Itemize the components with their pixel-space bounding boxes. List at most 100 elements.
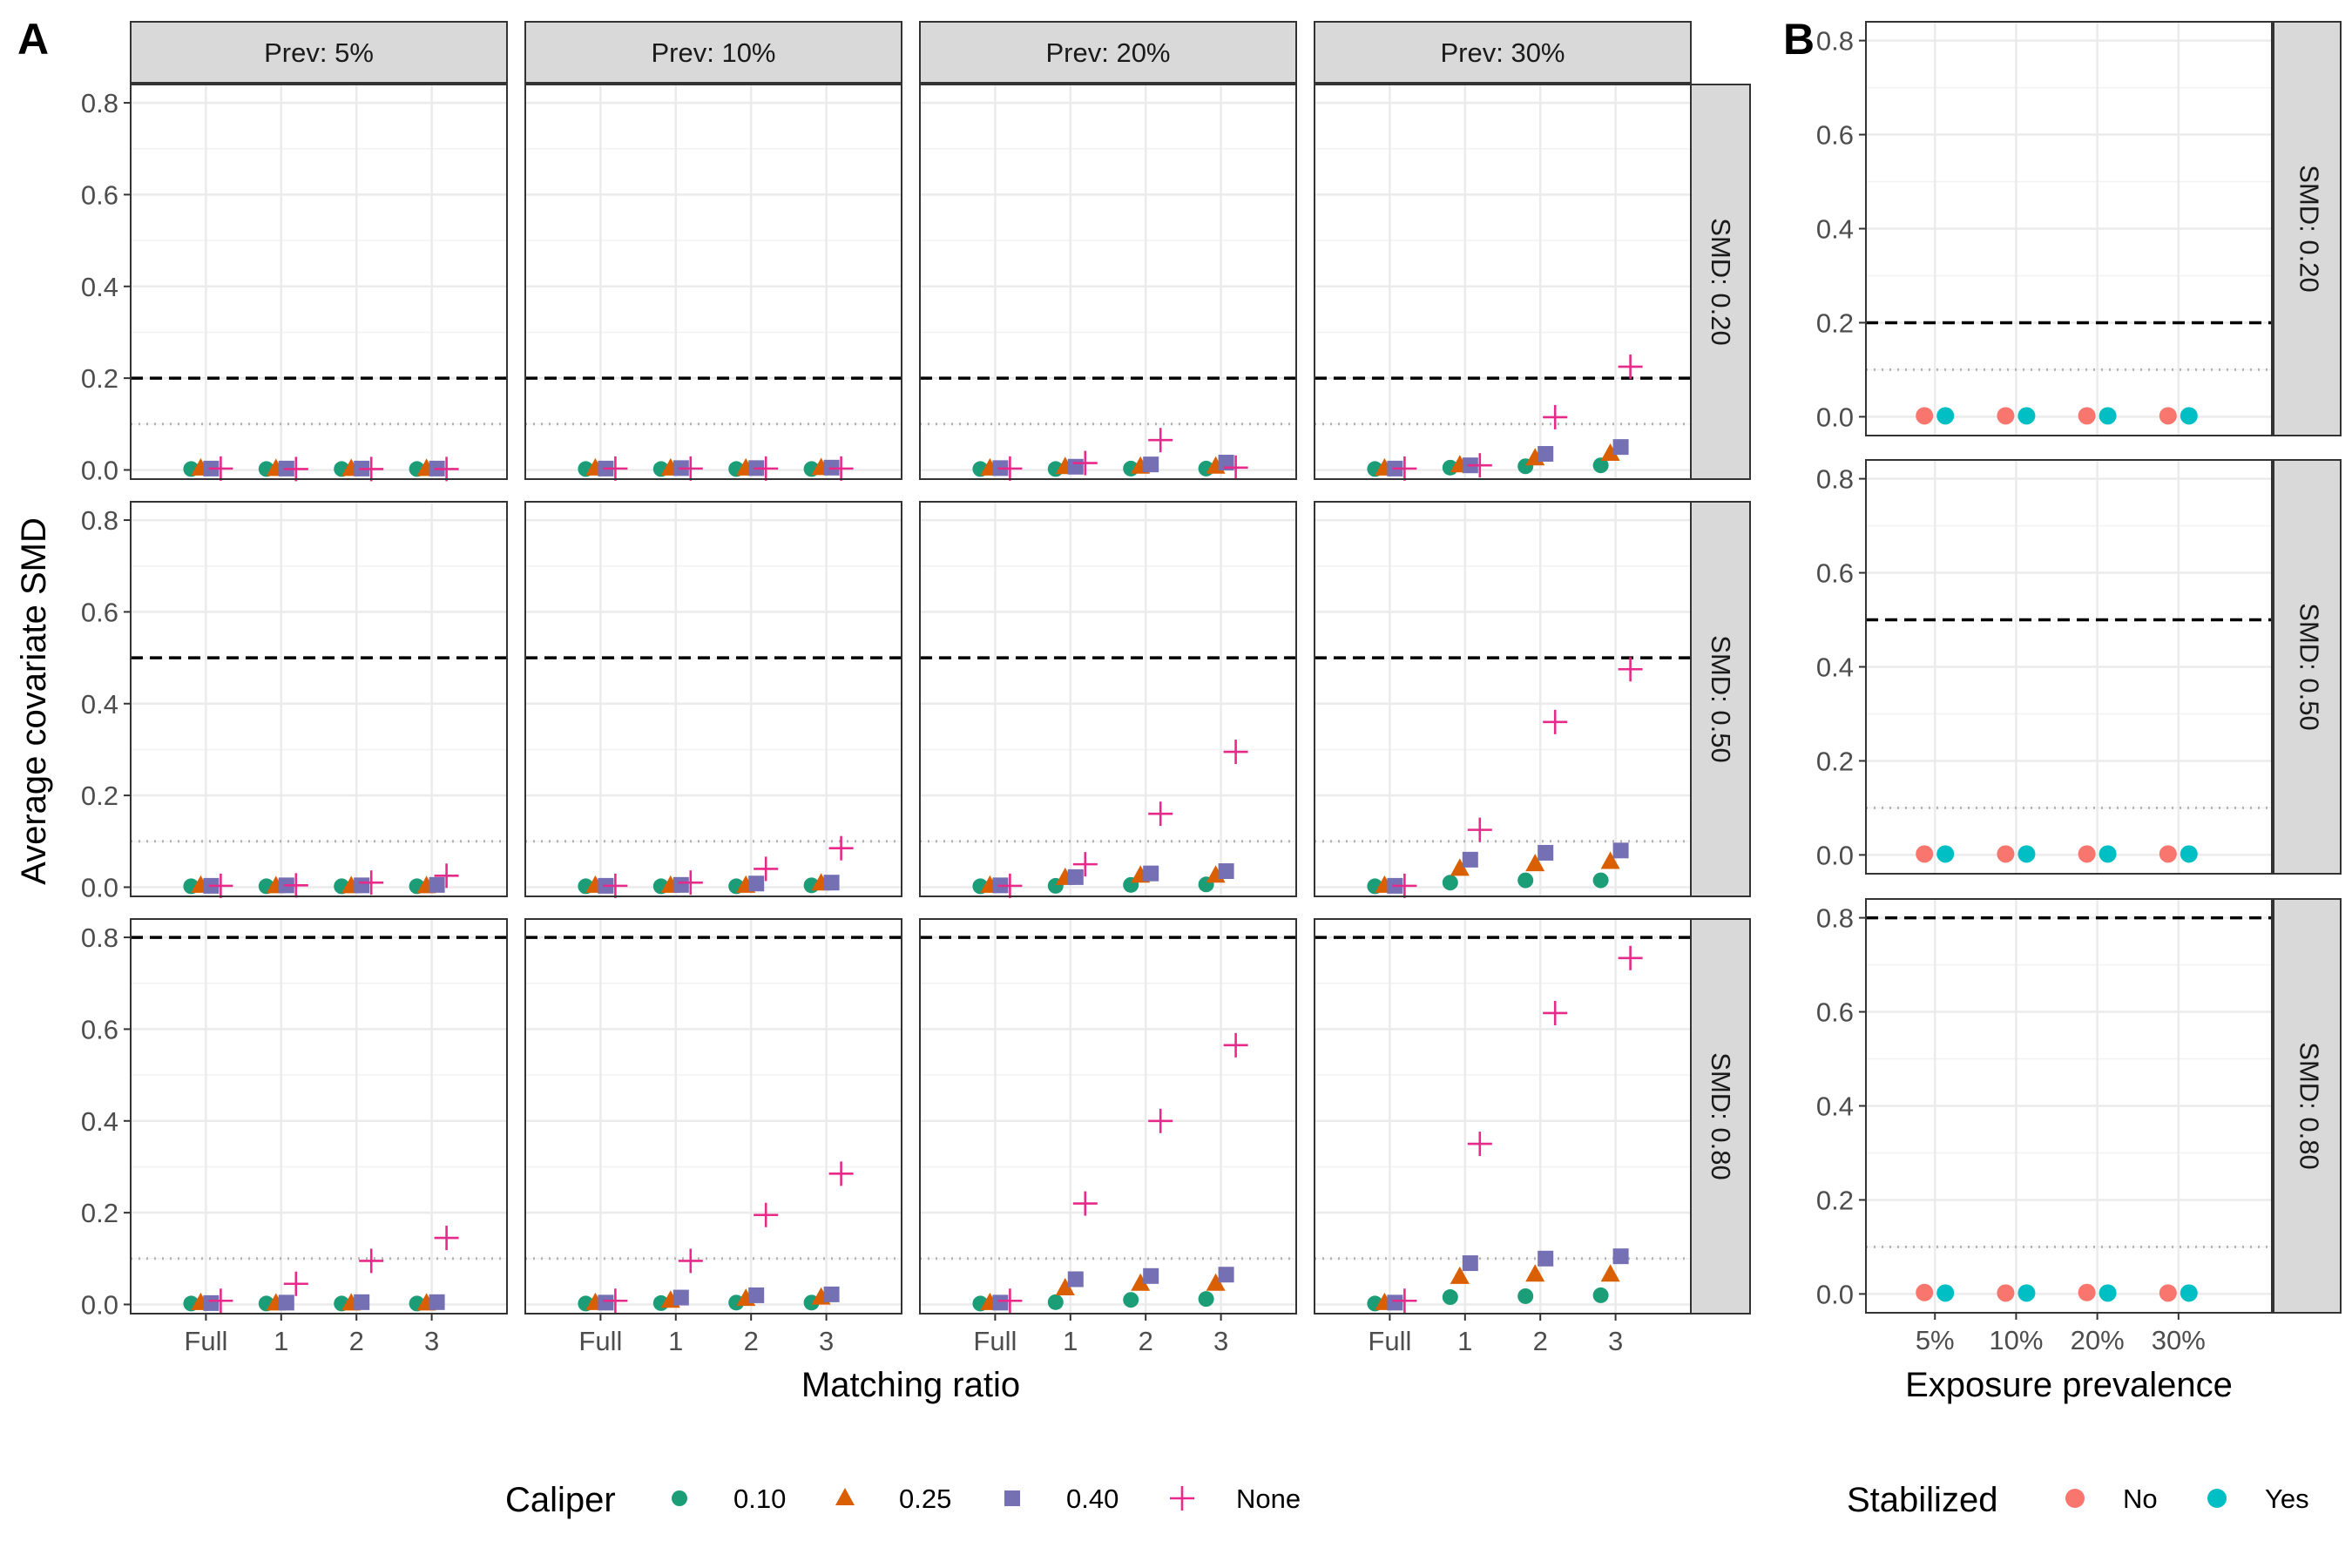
- y-tick-label: 0.4: [81, 272, 118, 302]
- data-point: [434, 863, 459, 889]
- col-strip: [524, 21, 902, 84]
- legend-key: [672, 1490, 687, 1506]
- data-point: [359, 1248, 384, 1274]
- data-point: [2017, 1284, 2036, 1302]
- x-tick-label: 20%: [2071, 1325, 2125, 1355]
- panel-bg: [525, 84, 902, 479]
- panel-bg: [1315, 84, 1691, 479]
- data-point: [1592, 872, 1609, 889]
- data-point: [2159, 1284, 2177, 1302]
- x-tick-label: 3: [1213, 1326, 1228, 1356]
- data-point: [203, 1294, 220, 1311]
- x-tick-label: 1: [668, 1326, 683, 1356]
- data-point: [359, 870, 384, 896]
- data-point: [1612, 439, 1629, 456]
- data-point: [1525, 854, 1545, 872]
- row-strip: [2273, 21, 2342, 436]
- panel-border: [130, 84, 508, 480]
- y-tick-label: 0.4: [1816, 652, 1854, 683]
- data-point: [2159, 845, 2177, 863]
- data-point: [2017, 845, 2036, 863]
- legend-label: 0.40: [1066, 1484, 1119, 1514]
- data-point: [1206, 1273, 1226, 1291]
- data-point: [1223, 1032, 1248, 1058]
- data-point: [1517, 1288, 1534, 1304]
- panel-border: [1314, 84, 1692, 480]
- data-point: [1517, 872, 1534, 889]
- data-point: [678, 1248, 703, 1274]
- data-point: [1997, 407, 2015, 425]
- data-point: [603, 1288, 628, 1314]
- x-tick-label: 1: [1063, 1326, 1078, 1356]
- x-tick-label: 3: [819, 1326, 834, 1356]
- data-point: [1387, 1294, 1403, 1311]
- data-point: [1223, 740, 1248, 765]
- col-strip: [130, 21, 508, 84]
- facet-panel: [1865, 21, 2273, 436]
- facet-panel: [524, 84, 902, 481]
- data-point: [1618, 945, 1643, 970]
- data-point: [1072, 852, 1098, 877]
- data-point: [1936, 845, 1955, 863]
- data-point: [1442, 1289, 1458, 1306]
- facet-panel: [1314, 84, 1692, 481]
- data-point: [1600, 1264, 1620, 1282]
- data-point: [1538, 446, 1554, 463]
- panel-bg: [920, 919, 1296, 1314]
- data-point: [278, 1294, 294, 1311]
- row-strip: [2273, 898, 2342, 1314]
- x-tick-label: 10%: [1989, 1325, 2043, 1355]
- facet-panel: [1865, 459, 2273, 875]
- facet-panel: Full 1 2 3: [919, 918, 1297, 1356]
- legend-key: [835, 1488, 855, 1505]
- data-point: [672, 1289, 689, 1306]
- panel-border: [130, 918, 508, 1315]
- x-tick-label: 1: [274, 1326, 288, 1356]
- data-point: [1148, 428, 1173, 453]
- y-tick-label: 0.2: [1816, 1185, 1854, 1215]
- data-point: [1218, 863, 1234, 880]
- panel-bg: [131, 919, 507, 1314]
- data-point: [748, 1287, 765, 1303]
- y-tick-label: 0.8: [81, 505, 118, 536]
- data-point: [1997, 1284, 2015, 1302]
- y-tick-label: 0.0: [81, 872, 118, 902]
- legend-stabilized: Stabilized No Yes: [1847, 1481, 2309, 1519]
- data-point: [2017, 407, 2036, 425]
- x-axis-title: Matching ratio: [801, 1366, 1020, 1404]
- data-point: [1543, 404, 1568, 429]
- data-point: [672, 876, 689, 893]
- data-point: [283, 456, 308, 482]
- col-strip: [1314, 21, 1692, 84]
- panel-border: [919, 501, 1297, 897]
- data-point: [1223, 455, 1248, 480]
- y-tick-label: 0.4: [81, 689, 118, 720]
- data-point: [1067, 458, 1084, 475]
- y-tick-label: 0.0: [1816, 402, 1854, 432]
- data-point: [1143, 456, 1159, 473]
- data-point: [828, 456, 854, 481]
- data-point: [823, 1286, 840, 1302]
- panel-label-b: B: [1783, 15, 1815, 64]
- panel-label-a: A: [17, 15, 49, 64]
- legend-key: [2207, 1489, 2227, 1508]
- data-point: [1592, 1287, 1609, 1303]
- data-point: [1392, 456, 1417, 481]
- row-strip: [2273, 459, 2342, 875]
- facet-panel: [1865, 898, 2273, 1314]
- panel-b: SMD: 0.20 0.0 0.2 0.4 0.6 0.8 SMD: 0.50 0.0 0.2 0…: [1783, 15, 2342, 1404]
- data-point: [1131, 1273, 1151, 1291]
- data-point: [1600, 851, 1620, 869]
- panel-bg: [131, 502, 507, 896]
- data-point: [1143, 865, 1159, 882]
- y-tick-label: 0.4: [1816, 1092, 1854, 1122]
- data-point: [1123, 1292, 1139, 1308]
- data-point: [434, 1226, 459, 1251]
- legend-title: Caliper: [505, 1481, 616, 1519]
- data-point: [1467, 1132, 1492, 1157]
- data-point: [823, 875, 840, 891]
- x-tick-label: Full: [184, 1326, 227, 1356]
- legend-label: None: [1236, 1484, 1301, 1514]
- data-point: [1916, 1283, 1934, 1301]
